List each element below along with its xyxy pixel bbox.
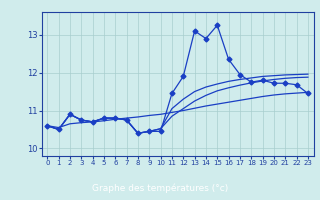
Text: Graphe des températures (°c): Graphe des températures (°c) (92, 184, 228, 193)
